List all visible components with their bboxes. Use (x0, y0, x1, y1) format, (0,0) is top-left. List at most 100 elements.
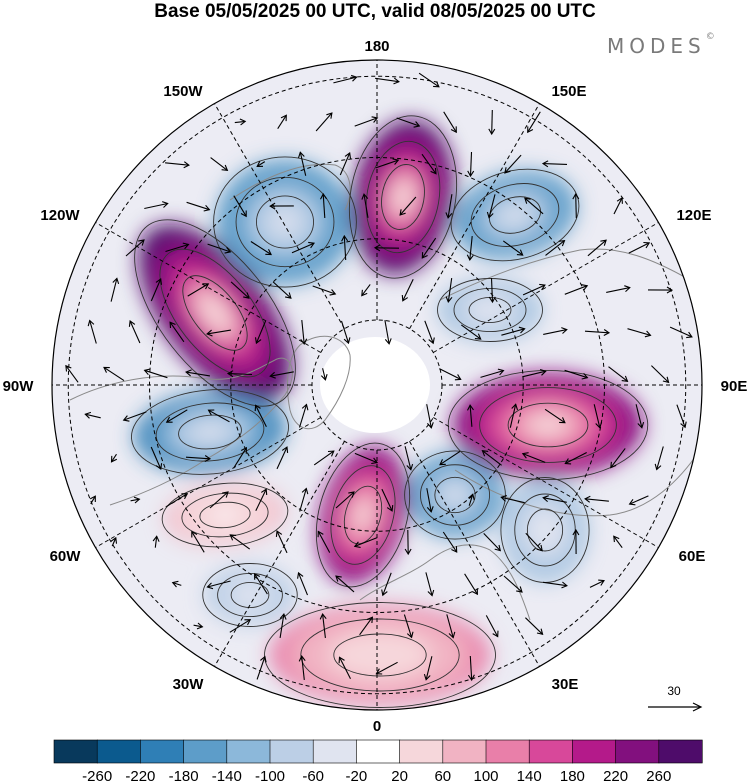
contour-line (199, 501, 251, 529)
wind-vector (522, 368, 547, 378)
wind-vector (445, 194, 453, 219)
contour-line (470, 183, 560, 247)
wind-vector (169, 321, 185, 343)
longitude-labels: 180 150E 120E 90E 60E 30E 0 30W 60W 90W … (3, 38, 748, 735)
anomaly-band (537, 521, 553, 539)
brand-logo: MODES© (607, 32, 715, 58)
wind-vector (522, 283, 546, 296)
wind-vector (381, 572, 392, 597)
colorbar-swatch (53, 739, 98, 764)
contour-line (343, 485, 383, 545)
wind-vector (234, 118, 247, 126)
lon-label-60w: 60W (50, 548, 82, 565)
contour-line (178, 414, 242, 450)
contour-line (488, 196, 542, 234)
wind-vector (676, 404, 687, 429)
wind-vector (375, 77, 400, 85)
colorbar-swatch (615, 739, 660, 764)
contour-line (131, 389, 289, 475)
colorbar-label: 20 (391, 768, 408, 783)
wind-vector (488, 277, 496, 304)
colorbar-swatch (96, 739, 141, 764)
contour-line (230, 581, 270, 609)
wind-vector (230, 281, 250, 299)
wind-vector (375, 661, 398, 675)
wind-vector (143, 368, 168, 379)
wind-vector (466, 236, 474, 261)
contour-line (330, 465, 396, 565)
wind-vector (256, 655, 267, 680)
contour-line (255, 195, 315, 249)
colorbar-label: -20 (346, 768, 368, 783)
wind-vector (354, 452, 379, 465)
wind-vector (628, 241, 651, 254)
wind-vector (525, 532, 543, 552)
wind-vector (443, 111, 457, 134)
wind-vector (338, 656, 351, 679)
contour-lines (131, 115, 649, 708)
anomaly-band (196, 424, 224, 440)
colorbar-swatch (183, 739, 228, 764)
wind-vector (254, 404, 267, 427)
anomaly-band (272, 210, 298, 234)
wind-vector (340, 320, 351, 345)
wind-vector (317, 530, 331, 553)
wind-vector (300, 320, 308, 345)
wind-vector (229, 534, 251, 550)
wind-vector (279, 613, 287, 638)
wind-vector (564, 452, 587, 465)
contour-line (202, 563, 298, 627)
wind-vector (186, 201, 211, 212)
wind-vector (339, 152, 352, 176)
contour-line (161, 482, 289, 548)
wind-vector (610, 448, 626, 469)
wind-vector (439, 450, 461, 466)
wind-vector (606, 285, 631, 293)
anomaly-band (214, 509, 236, 521)
wind-vector (313, 450, 335, 466)
contour-positive-15e (315, 442, 411, 588)
wind-vector (297, 571, 309, 596)
wind-vector (381, 488, 394, 512)
lon-label-150w: 150W (163, 83, 203, 100)
contour-line (453, 287, 527, 333)
anomaly-negative-40e (407, 453, 503, 537)
contour-negative-75w (131, 389, 289, 475)
contour-negative-110e (437, 278, 543, 342)
anomaly-band (504, 207, 526, 223)
colorbar-swatch (226, 739, 271, 764)
wind-vector (613, 535, 623, 549)
lon-label-120e: 120E (676, 207, 711, 224)
contour-line (381, 164, 425, 230)
wind-vector (503, 575, 523, 593)
wind-vector (425, 572, 435, 597)
page-title: Base 05/05/2025 00 UTC, valid 08/05/2025… (154, 1, 596, 22)
contour-line (447, 369, 649, 481)
polar-cap (320, 337, 430, 433)
wind-vector (442, 531, 458, 553)
wind-vector (276, 446, 289, 470)
coastline-alaska (229, 163, 351, 211)
wind-vector (277, 114, 287, 129)
wind-vector (297, 151, 307, 176)
colorbar-swatch (528, 739, 574, 764)
contour-positive-0-low (264, 602, 496, 708)
wind-vector (206, 580, 231, 590)
wind-vector (165, 161, 190, 169)
wind-vector (543, 581, 568, 589)
map-disk (52, 60, 702, 710)
wind-vector (166, 493, 189, 507)
wind-reference-value: 30 (667, 684, 681, 698)
wind-vector (269, 202, 294, 210)
wind-vector (439, 368, 462, 381)
wind-vector (545, 239, 566, 256)
wind-vector (103, 366, 125, 382)
contour-line (300, 618, 460, 692)
wind-vector (144, 201, 169, 210)
anomaly-positive-110w (138, 224, 292, 402)
wind-vector (335, 575, 355, 593)
contour-line (434, 476, 476, 514)
wind-vector (654, 446, 664, 471)
contour-line (404, 450, 506, 540)
wind-vector (87, 319, 97, 344)
